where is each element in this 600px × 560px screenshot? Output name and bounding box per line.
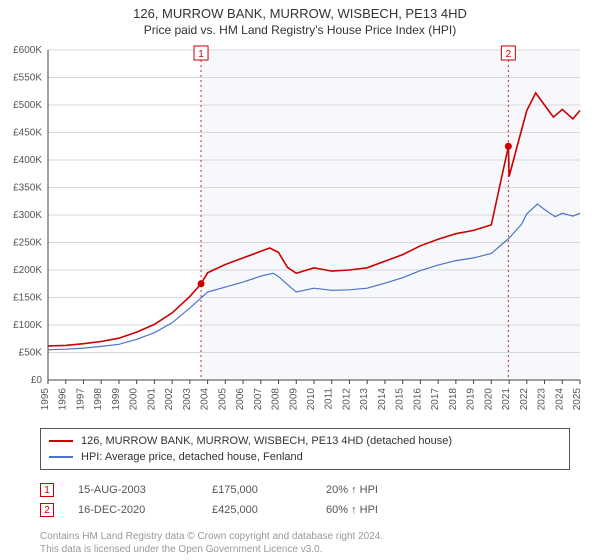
x-tick-label: 2007 bbox=[253, 388, 264, 411]
x-tick-label: 1997 bbox=[75, 388, 86, 411]
sales-row-date: 15-AUG-2003 bbox=[78, 484, 188, 496]
footer-line-1: Contains HM Land Registry data © Crown c… bbox=[40, 530, 383, 543]
x-tick-label: 2021 bbox=[501, 388, 512, 411]
x-tick-label: 2019 bbox=[466, 388, 477, 411]
sales-row-delta: 20% ↑ HPI bbox=[326, 484, 378, 496]
x-tick-label: 2006 bbox=[235, 388, 246, 411]
x-tick-label: 2017 bbox=[430, 388, 441, 411]
x-tick-label: 2005 bbox=[217, 388, 228, 411]
y-tick-label: £600K bbox=[13, 45, 42, 56]
x-tick-label: 2000 bbox=[129, 388, 140, 411]
x-tick-label: 2003 bbox=[182, 388, 193, 411]
sales-row-delta: 60% ↑ HPI bbox=[326, 504, 378, 516]
x-tick-label: 2009 bbox=[288, 388, 299, 411]
title-line-2: Price paid vs. HM Land Registry's House … bbox=[0, 23, 600, 37]
sales-row: 1 15-AUG-2003 £175,000 20% ↑ HPI bbox=[40, 480, 570, 500]
x-tick-label: 2015 bbox=[395, 388, 406, 411]
sales-row-date: 16-DEC-2020 bbox=[78, 504, 188, 516]
y-tick-label: £250K bbox=[13, 238, 42, 249]
x-tick-label: 2020 bbox=[483, 388, 494, 411]
legend-label: 126, MURROW BANK, MURROW, WISBECH, PE13 … bbox=[81, 433, 452, 449]
legend-box: 126, MURROW BANK, MURROW, WISBECH, PE13 … bbox=[40, 428, 570, 470]
footer: Contains HM Land Registry data © Crown c… bbox=[40, 530, 383, 556]
y-tick-label: £100K bbox=[13, 320, 42, 331]
x-tick-label: 2023 bbox=[537, 388, 548, 411]
legend-swatch bbox=[49, 440, 73, 442]
x-tick-label: 2011 bbox=[324, 388, 335, 410]
x-tick-label: 2013 bbox=[359, 388, 370, 411]
legend-row: HPI: Average price, detached house, Fenl… bbox=[49, 449, 561, 465]
x-tick-label: 2001 bbox=[146, 388, 157, 411]
y-tick-label: £450K bbox=[13, 128, 42, 139]
y-tick-label: £50K bbox=[19, 348, 43, 359]
legend-row: 126, MURROW BANK, MURROW, WISBECH, PE13 … bbox=[49, 433, 561, 449]
y-tick-label: £0 bbox=[31, 375, 43, 386]
sale-dot bbox=[505, 143, 512, 150]
sale-marker-label: 1 bbox=[198, 49, 204, 60]
x-tick-label: 2008 bbox=[271, 388, 282, 411]
sales-row-marker: 2 bbox=[40, 503, 54, 517]
chart-container: 126, MURROW BANK, MURROW, WISBECH, PE13 … bbox=[0, 0, 600, 560]
footer-line-2: This data is licensed under the Open Gov… bbox=[40, 543, 383, 556]
x-tick-label: 2010 bbox=[306, 388, 317, 411]
x-tick-label: 2025 bbox=[572, 388, 583, 411]
x-tick-label: 2016 bbox=[412, 388, 423, 411]
y-tick-label: £200K bbox=[13, 265, 42, 276]
x-tick-label: 2014 bbox=[377, 388, 388, 411]
x-tick-label: 2024 bbox=[554, 388, 565, 411]
x-tick-label: 2004 bbox=[200, 388, 211, 411]
legend-and-table: 126, MURROW BANK, MURROW, WISBECH, PE13 … bbox=[40, 428, 570, 520]
legend-label: HPI: Average price, detached house, Fenl… bbox=[81, 449, 303, 465]
y-tick-label: £150K bbox=[13, 293, 42, 304]
sale-dot bbox=[198, 280, 205, 287]
y-tick-label: £550K bbox=[13, 73, 42, 84]
x-tick-label: 2018 bbox=[448, 388, 459, 411]
chart: £0 £50K £100K £150K £200K £250K £300K £350K £400… bbox=[0, 40, 600, 420]
sales-row: 2 16-DEC-2020 £425,000 60% ↑ HPI bbox=[40, 500, 570, 520]
y-tick-label: £350K bbox=[13, 183, 42, 194]
legend-swatch bbox=[49, 456, 73, 458]
sales-row-price: £425,000 bbox=[212, 504, 302, 516]
sales-row-marker: 1 bbox=[40, 483, 54, 497]
sales-row-price: £175,000 bbox=[212, 484, 302, 496]
x-tick-label: 1995 bbox=[40, 388, 51, 411]
x-tick-label: 2002 bbox=[164, 388, 175, 411]
x-tick-label: 2012 bbox=[341, 388, 352, 411]
x-tick-label: 1999 bbox=[111, 388, 122, 411]
x-tick-label: 2022 bbox=[519, 388, 530, 411]
x-tick-label: 1996 bbox=[58, 388, 69, 411]
title-block: 126, MURROW BANK, MURROW, WISBECH, PE13 … bbox=[0, 0, 600, 43]
x-tick-label: 1998 bbox=[93, 388, 104, 411]
chart-svg: £0 £50K £100K £150K £200K £250K £300K £350K £400… bbox=[0, 40, 600, 420]
sales-table: 1 15-AUG-2003 £175,000 20% ↑ HPI 2 16-DEC-202… bbox=[40, 480, 570, 520]
sale-marker-label: 2 bbox=[506, 49, 512, 60]
y-tick-label: £300K bbox=[13, 210, 42, 221]
title-line-1: 126, MURROW BANK, MURROW, WISBECH, PE13 … bbox=[0, 6, 600, 21]
y-tick-label: £400K bbox=[13, 155, 42, 166]
y-tick-label: £500K bbox=[13, 100, 42, 111]
